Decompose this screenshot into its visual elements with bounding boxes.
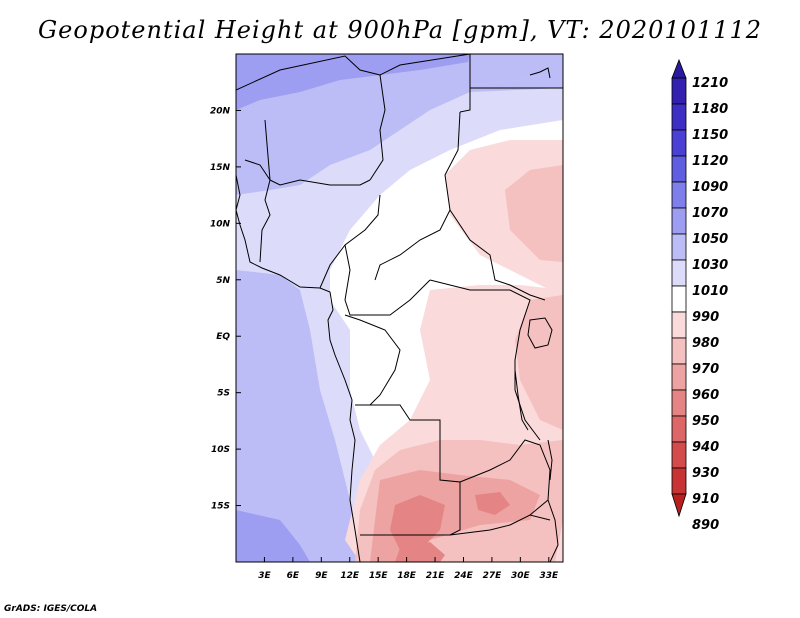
colorbar-swatch: [671, 77, 687, 105]
map-borders: [236, 54, 563, 562]
colorbar-label: 1070: [692, 206, 728, 221]
border-west-africa-inland: [244, 159, 271, 263]
colorbar-top-arrow: [671, 58, 687, 79]
colorbar-label: 950: [692, 414, 719, 429]
colorbar-swatch: [671, 363, 687, 391]
border-mozambique: [547, 499, 559, 562]
border-libya: [379, 54, 471, 76]
colorbar-label: 1150: [692, 128, 728, 143]
colorbar-label: 980: [692, 336, 719, 351]
border-chad-sudan: [374, 111, 461, 281]
y-tick-label: 5N: [216, 276, 230, 286]
border-zambia-east: [459, 439, 551, 516]
x-tick-label: 15E: [369, 571, 389, 581]
x-tick-label: 30E: [511, 571, 531, 581]
field-atlantic: [236, 270, 360, 562]
red-sea-coast: [529, 67, 551, 79]
lake-malawi: [547, 439, 553, 481]
colorbar-swatch: [671, 337, 687, 365]
lake-victoria: [527, 317, 553, 349]
y-tick-label: 15S: [211, 502, 230, 512]
y-tick-label: 20N: [210, 106, 231, 116]
x-tick-label: 21E: [426, 571, 446, 581]
colorbar-swatch: [671, 259, 687, 287]
colorbar-label: 1180: [692, 102, 728, 117]
colorbar-label: 1030: [692, 258, 728, 273]
colorbar-swatch: [671, 103, 687, 131]
field-eastern-high: [470, 54, 563, 85]
colorbar-label: 910: [692, 492, 719, 507]
colorbar-swatch: [671, 389, 687, 417]
field-sudan-lower: [505, 165, 563, 262]
colorbar-label: 1210: [692, 76, 728, 91]
y-axis: 20N 15N 10N 5N EQ 5S 10S 15S: [210, 106, 241, 512]
y-tick-label: 5S: [217, 389, 230, 399]
colorbar-label: 1090: [692, 180, 728, 195]
colorbar-bottom-arrow: [671, 493, 687, 518]
border-egypt-west: [459, 54, 471, 113]
colorbar-swatch: [671, 285, 687, 313]
colorbar-label: 930: [692, 466, 719, 481]
border-drc-east: [429, 279, 541, 441]
colorbar-swatch: [671, 129, 687, 157]
y-tick-label: EQ: [216, 332, 230, 342]
colorbar-label: 990: [692, 310, 719, 325]
colorbar-swatch: [671, 467, 687, 495]
colorbar-label: 1050: [692, 232, 728, 247]
x-tick-label: 33E: [539, 571, 559, 581]
border-nigeria: [319, 194, 381, 289]
colorbar-swatch: [671, 441, 687, 469]
border-sudan-south: [449, 209, 546, 301]
field-zambia-core: [475, 492, 510, 515]
y-tick-label: 15N: [210, 163, 231, 173]
colorbar-label: 940: [692, 440, 719, 455]
field-sahara-higher: [236, 54, 470, 110]
field-atlantic-sw: [236, 510, 310, 562]
colorbar: 1210 1180 1150 1120 1090 1070 1050 1030 1010 990 9…: [671, 58, 728, 533]
x-tick-label: 24E: [454, 571, 474, 581]
field-angola-lowest: [390, 495, 445, 550]
colorbar-swatch: [671, 155, 687, 183]
colorbar-swatch: [671, 181, 687, 209]
border-niger-chad: [369, 74, 386, 181]
border-algeria-mali: [236, 55, 381, 91]
colorbar-swatch: [671, 233, 687, 261]
colorbar-label: 890: [692, 518, 719, 533]
colorbar-label: 970: [692, 362, 719, 377]
x-axis: 3E 6E 9E 12E 15E 18E 21E 24E 27E 30E 33E: [258, 557, 559, 581]
coastline-west-africa: [236, 174, 361, 562]
colorbar-label: 960: [692, 388, 719, 403]
y-tick-label: 10S: [211, 445, 230, 455]
colorbar-label: 1120: [692, 154, 728, 169]
x-tick-label: 18E: [397, 571, 417, 581]
grads-credit: GrADS: IGES/COLA: [4, 604, 98, 614]
x-tick-label: 9E: [315, 571, 328, 581]
colorbar-swatch: [671, 311, 687, 339]
y-tick-label: 10N: [210, 219, 231, 229]
chart-title: Geopotential Height at 900hPa [gpm], VT:…: [38, 16, 762, 44]
border-congo-drc: [344, 314, 401, 406]
x-tick-label: 12E: [340, 571, 360, 581]
border-cameroon-car: [344, 244, 431, 316]
colorbar-label: 1010: [692, 284, 728, 299]
x-tick-label: 27E: [483, 571, 503, 581]
colorbar-swatch: [671, 415, 687, 443]
colorbar-swatch: [671, 207, 687, 235]
border-angola-north: [355, 404, 441, 445]
map-frame: [235, 53, 564, 563]
x-tick-label: 3E: [258, 571, 271, 581]
lake-tanganyika: [514, 369, 529, 431]
field-kalahari-low: [395, 542, 445, 562]
field-sahara-high: [236, 54, 563, 195]
x-tick-label: 6E: [287, 571, 300, 581]
